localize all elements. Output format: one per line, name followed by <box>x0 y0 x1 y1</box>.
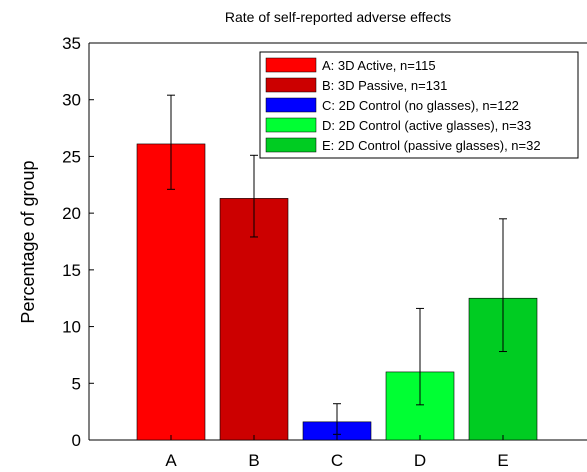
error-bar-e <box>499 218 507 353</box>
legend-entry: B: 3D Passive, n=131 <box>322 78 447 93</box>
x-tick-label: C <box>331 451 343 470</box>
x-tick-label: B <box>248 451 259 470</box>
legend-entry: D: 2D Control (active glasses), n=33 <box>322 118 531 133</box>
error-bar-d <box>416 307 424 406</box>
y-tick-label: 35 <box>62 34 81 53</box>
error-bar-c <box>333 403 341 435</box>
legend: A: 3D Active, n=115 B: 3D Passive, n=131 C… <box>259 51 579 159</box>
legend-swatch <box>265 117 317 133</box>
y-tick-label: 30 <box>62 91 81 110</box>
y-tick-label: 0 <box>72 431 81 450</box>
y-tick-label: 15 <box>62 261 81 280</box>
legend-swatch <box>265 137 317 153</box>
x-tick-label: A <box>165 451 177 470</box>
chart-title: Rate of self-reported adverse effects <box>225 9 451 25</box>
y-tick-label: 20 <box>62 204 81 223</box>
y-tick-label: 25 <box>62 147 81 166</box>
legend-swatch <box>265 57 317 73</box>
legend-entry: A: 3D Active, n=115 <box>322 58 436 73</box>
error-bar-a <box>167 94 175 190</box>
x-tick-label: D <box>414 451 426 470</box>
y-axis-label: Percentage of group <box>18 160 38 323</box>
x-tick-label: E <box>497 451 508 470</box>
bar-a <box>136 143 206 441</box>
bar-b <box>219 198 289 441</box>
legend-swatch <box>265 77 317 93</box>
legend-entry: E: 2D Control (passive glasses), n=32 <box>322 138 541 153</box>
plot-area: 0 5 10 15 20 25 30 35 A B C D E <box>62 34 587 470</box>
legend-entry: C: 2D Control (no glasses), n=122 <box>322 98 519 113</box>
y-tick-label: 10 <box>62 318 81 337</box>
error-bar-b <box>250 154 258 238</box>
legend-swatch <box>265 97 317 113</box>
y-tick-label: 5 <box>72 374 81 393</box>
